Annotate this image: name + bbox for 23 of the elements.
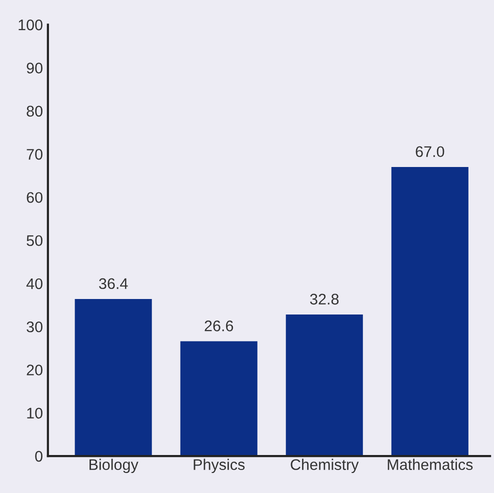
y-tick-label: 40 — [26, 278, 42, 290]
bar — [286, 314, 363, 456]
y-tick-label: 70 — [26, 148, 42, 160]
x-tick-label: Physics — [194, 458, 245, 474]
y-tick-label: 60 — [26, 192, 42, 203]
data-label: 32.8 — [310, 294, 339, 305]
data-label: 26.6 — [204, 320, 234, 332]
y-tick-label: 30 — [26, 321, 42, 332]
data-label: 36.4 — [99, 278, 128, 290]
y-tick-label: 50 — [26, 235, 42, 246]
y-tick-label: 10 — [27, 408, 42, 419]
x-tick-label: Mathematics — [388, 458, 473, 470]
x-tick-label: Chemistry — [290, 458, 359, 474]
y-tick-label: 80 — [26, 106, 42, 117]
data-label: 67.0 — [416, 146, 444, 158]
y-tick-label: 90 — [26, 62, 42, 74]
bar — [180, 341, 258, 456]
bar — [391, 167, 468, 456]
x-tick-label: Biology — [90, 458, 138, 474]
y-tick-label: 100 — [18, 20, 42, 30]
y-tick-label: 0 — [35, 450, 42, 462]
bar — [74, 299, 152, 456]
y-tick-label: 20 — [26, 364, 42, 376]
